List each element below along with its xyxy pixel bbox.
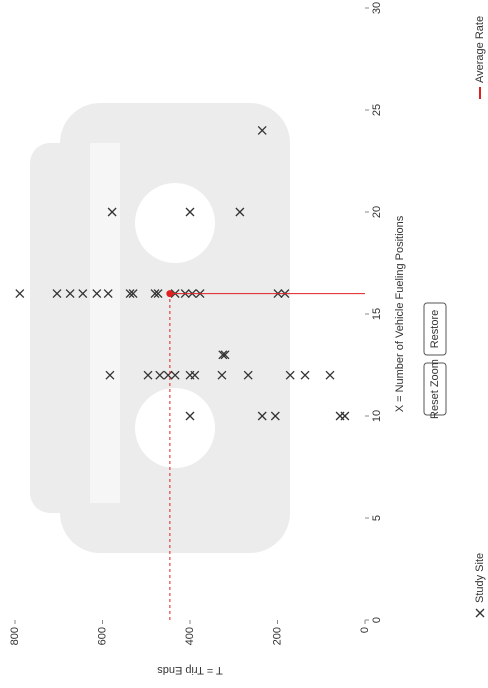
marker	[476, 609, 484, 617]
x-tick-label: 20	[371, 206, 383, 218]
y-tick-label: 400	[184, 627, 196, 645]
average-rate-point	[166, 290, 173, 297]
x-tick-label: 5	[371, 515, 383, 521]
y-axis-title: T = Trip Ends	[157, 664, 223, 676]
x-axis-title: X = Number of Vehicle Fueling Positions	[394, 215, 406, 412]
marker	[341, 412, 349, 420]
rotated-chart: T = Trip Ends X = Number of Vehicle Fuel…	[9, 2, 486, 676]
marker	[326, 371, 334, 379]
button-label[interactable]: Restore	[429, 310, 441, 349]
x-tick-label: 0	[371, 617, 383, 623]
legend-label: Study Site	[474, 553, 486, 603]
x-tick-label: 10	[371, 410, 383, 422]
y-tick-label: 0	[359, 627, 371, 633]
x-tick-label: 25	[371, 104, 383, 116]
reset-zoom-button[interactable]: Reset Zoom	[424, 359, 446, 419]
button-label[interactable]: Reset Zoom	[429, 359, 441, 419]
y-tick-label: 600	[96, 627, 108, 645]
marker	[301, 371, 309, 379]
y-tick-label: 800	[9, 627, 21, 645]
restore-button[interactable]: Restore	[424, 303, 446, 355]
y-tick-label: 200	[271, 627, 283, 645]
chart: T = Trip Ends X = Number of Vehicle Fuel…	[0, 0, 488, 683]
x-tick-label: 30	[371, 2, 383, 14]
legend-label: Average Rate	[474, 16, 486, 83]
watermark	[30, 103, 290, 553]
marker	[16, 290, 24, 298]
x-tick-label: 15	[371, 308, 383, 320]
